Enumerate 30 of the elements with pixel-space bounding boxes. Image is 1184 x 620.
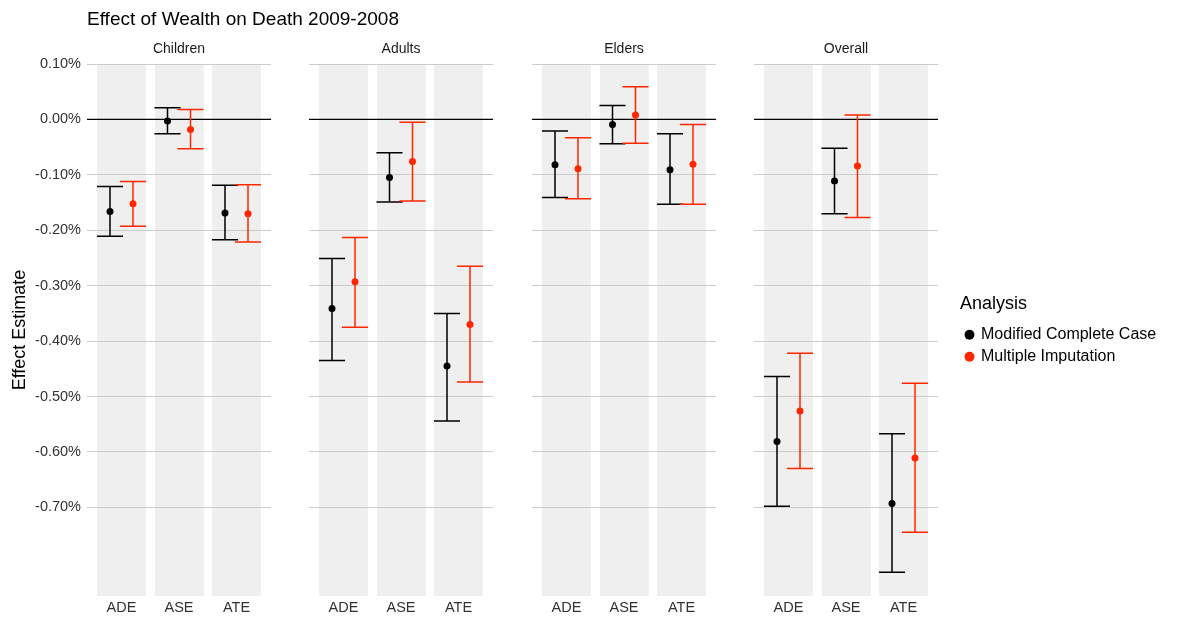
x-tick-label: ATE <box>222 598 251 615</box>
chart-subtitle: Adults <box>381 39 421 56</box>
y-tick-label: -0.40% <box>35 332 82 349</box>
y-tick-label: -0.50% <box>35 387 82 404</box>
x-tick-label: ADE <box>328 598 360 615</box>
x-tick-label: ATE <box>445 598 473 615</box>
y-tick-label: -0.30% <box>35 276 82 293</box>
x-tick-label: ADE <box>106 598 137 615</box>
y-axis-title: Effect Estimate <box>8 269 29 391</box>
y-tick-label: -0.70% <box>35 498 82 515</box>
y-tick-label: -0.10% <box>35 165 82 182</box>
x-tick-label: ADE <box>551 598 582 615</box>
x-tick-label: ADE <box>773 598 804 615</box>
y-tick-label: -0.60% <box>35 442 82 459</box>
legend-label: Modified Complete Case <box>980 325 1157 343</box>
x-tick-label: ATE <box>889 598 918 615</box>
y-tick-label: 0.00% <box>39 110 82 127</box>
legend-title: Analysis <box>959 293 1027 314</box>
chart-subtitle: Elders <box>603 39 644 56</box>
y-tick-label: 0.10% <box>39 55 82 71</box>
x-tick-label: ASE <box>386 598 417 615</box>
x-tick-label: ASE <box>831 598 861 615</box>
chart-subtitle: Children <box>152 39 206 56</box>
x-tick-label: ATE <box>667 598 695 615</box>
y-tick-label: -0.20% <box>35 221 82 238</box>
chart-title: Effect of Wealth on Death 2009-2008 <box>87 8 399 30</box>
legend-label: Multiple Imputation <box>980 347 1116 365</box>
x-tick-label: ASE <box>609 598 639 615</box>
x-tick-label: ASE <box>164 598 194 615</box>
chart-subtitle: Overall <box>823 39 869 56</box>
